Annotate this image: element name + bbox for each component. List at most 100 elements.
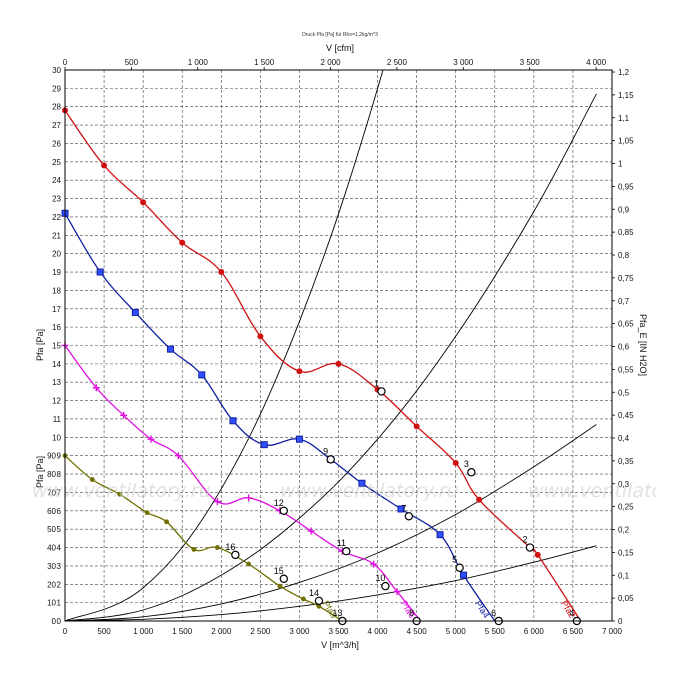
x-tick-label: 5 000 (446, 627, 467, 636)
y-tick-label: 29 (52, 84, 61, 93)
operating-point-9 (326, 455, 335, 464)
point-Pfa2-6 (296, 368, 303, 375)
x-tick-label: 1 000 (133, 627, 154, 636)
operating-point-label-6: 6 (491, 608, 496, 618)
y-inner-tick-label: 40 (47, 544, 56, 553)
y-tick-label: 26 (52, 139, 61, 148)
plot-frame (64, 69, 613, 622)
x-tick-label: 2 500 (250, 627, 271, 636)
point-Pfa6-3 (147, 435, 155, 443)
operating-point-label-11: 11 (337, 538, 346, 548)
point-Pfa2-11 (476, 496, 483, 503)
x2-tick-label: 3 500 (520, 58, 541, 67)
x2-tick-label: 2 000 (321, 58, 342, 67)
y-tick-label: 21 (52, 231, 61, 240)
y-tick-label: 13 (52, 378, 61, 387)
y2-tick-label: 1,05 (618, 137, 634, 146)
x2-axis-title: V [cfm] (326, 43, 354, 53)
point-Pfa8-6 (214, 545, 220, 550)
operating-point-15 (279, 574, 288, 583)
point-Pfa2-4 (218, 269, 225, 276)
point-Pfa8-4 (164, 519, 169, 525)
x2-tick-label: 2 500 (387, 58, 408, 67)
y2-tick-label: 1,2 (618, 68, 630, 77)
y-tick-label: 8 (57, 470, 62, 479)
y2-tick-label: 0,3 (618, 480, 630, 489)
operating-point-3 (467, 468, 476, 477)
y-tick-label: 7 (57, 488, 62, 497)
x-tick-label: 4 500 (407, 627, 428, 636)
point-Pfa8-9 (300, 596, 306, 602)
y2-tick-label: 0,25 (618, 503, 634, 512)
y2-tick-label: 0,75 (618, 274, 634, 283)
y-axis-title: Pfa [Pa] (35, 329, 45, 361)
y-inner-tick-label: 30 (47, 562, 56, 571)
operating-point-2 (525, 543, 535, 552)
point-Pfa4-6 (260, 441, 268, 449)
operating-point-7 (404, 512, 414, 521)
y-inner-tick-label: 20 (47, 580, 56, 589)
series-line-Pfa4 (64, 212, 496, 622)
y2-tick-label: 0,05 (618, 594, 634, 603)
y2-tick-label: 0,85 (618, 228, 634, 237)
point-Pfa6-8 (307, 527, 315, 535)
y2-tick-label: 0,9 (618, 205, 630, 214)
system-curve-2 (65, 93, 597, 621)
point-Pfa2-13 (534, 551, 541, 558)
operating-point-5 (455, 563, 464, 572)
y-axis-inner-title: Pfa [Pa] (35, 456, 45, 488)
y-tick-label: 10 (52, 433, 61, 442)
series-Pfa8: Pfa8 (62, 453, 343, 622)
operating-point-label-13: 13 (332, 608, 342, 618)
point-Pfa4-11 (436, 531, 444, 539)
watermark: www.ventilatory.ru www.ventilatory.ru www.… (32, 480, 684, 502)
system-curve-3 (65, 424, 597, 621)
watermark-text-1: www.ventilatory.ru (32, 480, 211, 502)
point-Pfa8-2 (117, 491, 123, 497)
operating-point-12 (279, 506, 288, 515)
y-tick-label: 0 (57, 617, 62, 626)
y-tick-label: 24 (52, 176, 61, 185)
x2-tick-label: 1 500 (254, 58, 275, 67)
y-inner-tick-label: 80 (47, 470, 56, 479)
operating-point-label-5: 5 (452, 555, 457, 565)
point-Pfa4-7 (295, 435, 303, 443)
x-tick-label: 4 000 (368, 627, 389, 636)
fan-curves: Pfa2 Pfa4 Pfa6 Pfa8 (61, 107, 582, 622)
point-Pfa2-3 (179, 239, 186, 246)
chart-title: Druck Pfa [Pa] für Rho=1.2kg/m^3 (302, 32, 378, 38)
point-Pfa2-10 (452, 460, 459, 467)
operating-point-label-4: 4 (569, 608, 574, 618)
watermark-text-3: www.ventilatory.ru (528, 480, 684, 502)
y-tick-label: 5 (57, 525, 62, 534)
point-Pfa6-6 (245, 494, 253, 502)
operating-point-16 (231, 550, 240, 560)
x2-tick-label: 3 000 (453, 58, 474, 67)
point-Pfa4-3 (166, 345, 174, 353)
x-tick-label: 5 500 (485, 627, 506, 636)
series-Pfa2: Pfa2 (62, 107, 582, 622)
system-curve-4 (65, 545, 597, 621)
x-tick-label: 7 000 (602, 627, 623, 636)
tick-labels: 0 500 1 000 1 500 2 000 2 500 3 000 3 500 4 000 4… (47, 58, 634, 636)
y-tick-label: 11 (53, 415, 62, 424)
y2-tick-label: 0,5 (618, 388, 630, 397)
y-tick-label: 18 (52, 286, 61, 295)
y2-tick-label: 0 (618, 617, 623, 626)
y2-tick-label: 0,95 (618, 182, 634, 191)
operating-point-label-8: 8 (409, 608, 414, 618)
operating-point-label-3: 3 (464, 459, 469, 469)
series-line-Pfa2 (64, 110, 582, 622)
y-tick-label: 6 (57, 507, 62, 516)
point-Pfa6-10 (370, 560, 378, 568)
y-tick-label: 9 (57, 452, 62, 461)
y2-axis-title: Pfa_E [IN H2O] (638, 314, 648, 376)
y2-tick-label: 0,45 (618, 411, 634, 420)
y-tick-label: 15 (52, 342, 61, 351)
y-inner-tick-label: 0 (52, 617, 57, 626)
y2-tick-label: 0,4 (618, 434, 630, 443)
operating-point-label-16: 16 (225, 542, 235, 552)
point-Pfa8-5 (191, 546, 197, 552)
